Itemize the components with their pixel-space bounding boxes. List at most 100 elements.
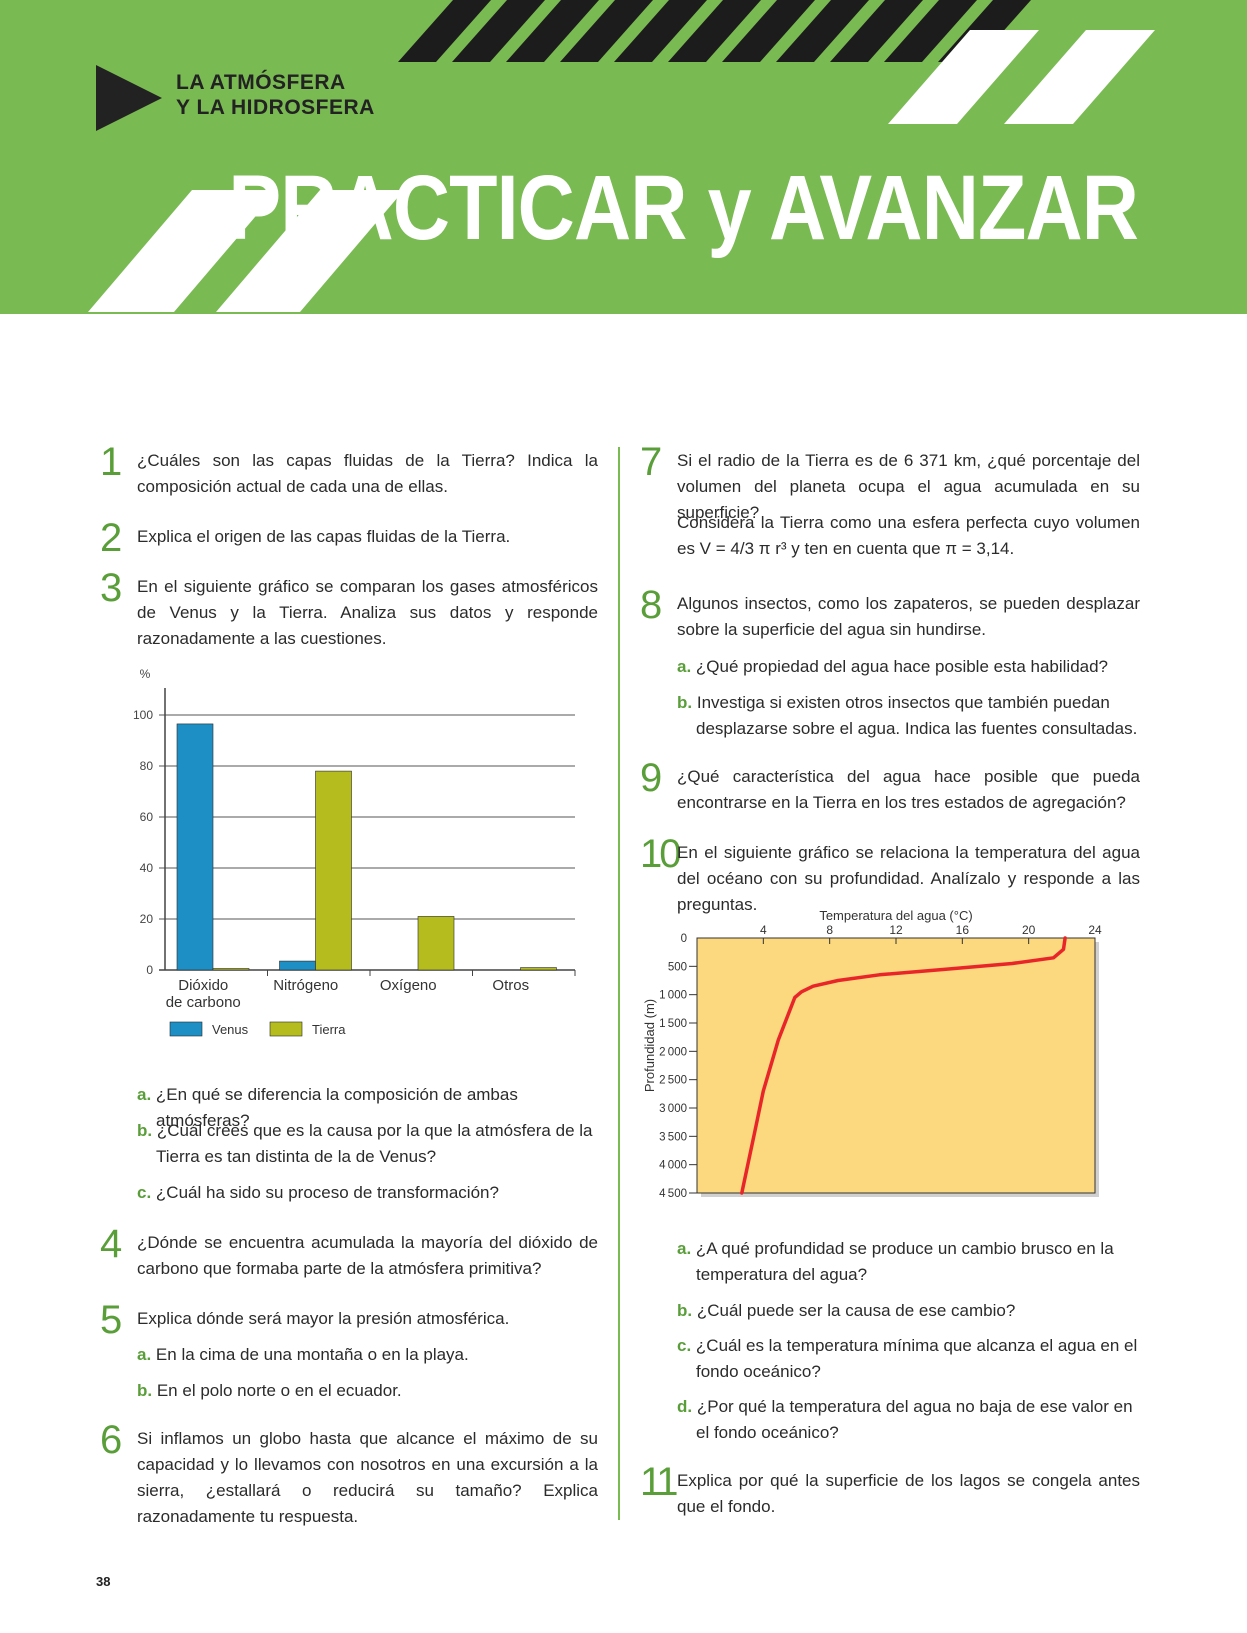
y-tick-label: 2 000 bbox=[659, 1046, 687, 1058]
question-text: Explica el origen de las capas fluidas d… bbox=[137, 527, 511, 546]
question-10b: b. ¿Cuál puede ser la causa de ese cambi… bbox=[677, 1298, 1140, 1324]
y-tick-label: 4 500 bbox=[659, 1188, 687, 1200]
x-tick-label: 4 bbox=[760, 923, 767, 937]
x-tick-label: Otros bbox=[492, 977, 529, 994]
question-number: 2 bbox=[100, 516, 123, 560]
question-number: 5 bbox=[100, 1298, 123, 1342]
y-tick-label: 20 bbox=[140, 912, 154, 926]
question-number: 11 bbox=[640, 1460, 679, 1504]
question-8b: b. Investiga si existen otros insectos q… bbox=[677, 690, 1140, 742]
sub-letter: c. bbox=[677, 1336, 692, 1355]
dark-stripe bbox=[884, 0, 977, 62]
temperature-curve bbox=[740, 936, 1067, 1195]
y-tick-label: 1 000 bbox=[659, 990, 687, 1002]
sub-letter: a. bbox=[137, 1345, 152, 1364]
question-5b: b. En el polo norte o en el ecuador. bbox=[137, 1378, 598, 1404]
dark-stripe bbox=[614, 0, 707, 62]
x-tick-label: Oxígeno bbox=[380, 977, 437, 994]
sub-text: ¿Cuál crees que es la causa por la que l… bbox=[156, 1121, 593, 1166]
header-banner: LA ATMÓSFERA Y LA HIDROSFERA PRACTICAR y… bbox=[0, 0, 1247, 314]
sub-letter: b. bbox=[677, 693, 693, 712]
sub-text: En la cima de una montaña o en la playa. bbox=[155, 1345, 469, 1364]
question-number: 3 bbox=[100, 566, 123, 610]
sub-letter: d. bbox=[677, 1397, 693, 1416]
question-3a: a. ¿En qué se diferencia la composición … bbox=[137, 1082, 598, 1134]
y-tick-label: 0 bbox=[146, 963, 153, 977]
legend-swatch-tierra bbox=[269, 1021, 303, 1037]
question-10c: c. ¿Cuál es la temperatura mínima que al… bbox=[677, 1333, 1140, 1385]
y-tick-label: 500 bbox=[668, 961, 687, 973]
x-tick-label: 8 bbox=[826, 923, 833, 937]
sub-letter: a. bbox=[677, 1239, 692, 1258]
y-tick-label: 100 bbox=[133, 708, 153, 722]
dark-stripe bbox=[668, 0, 761, 62]
question-text: Algunos insectos, como los zapateros, se… bbox=[677, 594, 1140, 639]
sub-letter: b. bbox=[137, 1121, 153, 1140]
y-tick-label: 60 bbox=[140, 810, 154, 824]
sub-letter: a. bbox=[137, 1085, 152, 1104]
column-divider bbox=[618, 447, 620, 1520]
question-text: ¿Dónde se encuentra acumulada la mayoría… bbox=[137, 1233, 598, 1278]
y-tick-label: 1 500 bbox=[659, 1018, 687, 1030]
sub-text: Investiga si existen otros insectos que … bbox=[696, 693, 1138, 738]
bar-tierra bbox=[315, 770, 352, 971]
legend-label-tierra: Tierra bbox=[312, 1022, 346, 1037]
question-3b: b. ¿Cuál crees que es la causa por la qu… bbox=[137, 1118, 598, 1170]
x-axis-label: Temperatura del agua (°C) bbox=[819, 908, 972, 923]
play-triangle-icon bbox=[96, 65, 162, 131]
page-title: PRACTICAR y AVANZAR bbox=[228, 157, 1139, 259]
sub-text: En el polo norte o en el ecuador. bbox=[156, 1381, 402, 1400]
legend-label-venus: Venus bbox=[212, 1022, 249, 1037]
x-tick-label: 20 bbox=[1022, 923, 1036, 937]
question-number: 8 bbox=[640, 583, 663, 627]
bar-tierra bbox=[417, 916, 455, 971]
question-10a: a. ¿A qué profundidad se produce un camb… bbox=[677, 1236, 1140, 1288]
sub-text: ¿Qué propiedad del agua hace posible est… bbox=[695, 657, 1109, 676]
section-line-1: LA ATMÓSFERA bbox=[176, 71, 346, 94]
question-text: Si el radio de la Tierra es de 6 371 km,… bbox=[677, 451, 1140, 522]
sub-text: ¿Por qué la temperatura del agua no baja… bbox=[696, 1397, 1133, 1442]
question-number: 7 bbox=[640, 440, 663, 484]
sub-text: ¿A qué profundidad se produce un cambio … bbox=[695, 1239, 1114, 1284]
sub-letter: c. bbox=[137, 1183, 152, 1202]
question-3c: c. ¿Cuál ha sido su proceso de transform… bbox=[137, 1180, 598, 1206]
page-number: 38 bbox=[96, 1574, 111, 1589]
sub-text: ¿Cuál puede ser la causa de ese cambio? bbox=[696, 1301, 1016, 1320]
dark-stripe bbox=[776, 0, 869, 62]
question-10d: d. ¿Por qué la temperatura del agua no b… bbox=[677, 1394, 1140, 1446]
bar-tierra bbox=[212, 968, 250, 971]
question-number: 1 bbox=[100, 440, 123, 484]
y-tick-label: 3 000 bbox=[659, 1103, 687, 1115]
sub-letter: b. bbox=[677, 1301, 693, 1320]
y-axis-label: % bbox=[140, 667, 151, 681]
question-number: 10 bbox=[640, 832, 682, 876]
sub-letter: a. bbox=[677, 657, 692, 676]
question-text: Explica por qué la superficie de los lag… bbox=[677, 1471, 1140, 1516]
question-text: En el siguiente gráfico se relaciona la … bbox=[677, 843, 1140, 914]
x-tick-label: 16 bbox=[956, 923, 970, 937]
question-text: ¿Cuáles son las capas fluidas de la Tier… bbox=[137, 451, 598, 496]
x-tick-label: Nitrógeno bbox=[273, 977, 338, 994]
question-text: Explica dónde será mayor la presión atmo… bbox=[137, 1309, 510, 1328]
y-axis-label: Profundidad (m) bbox=[642, 999, 657, 1092]
dark-stripe bbox=[560, 0, 653, 62]
white-stripe bbox=[216, 190, 404, 312]
section-line-2: Y LA HIDROSFERA bbox=[176, 96, 375, 119]
white-stripe bbox=[1004, 30, 1155, 124]
bar-venus bbox=[176, 723, 214, 971]
sub-text: ¿En qué se diferencia la composición de … bbox=[155, 1085, 518, 1130]
plot-area bbox=[696, 937, 1096, 1194]
question-text: ¿Qué característica del agua hace posibl… bbox=[677, 767, 1140, 812]
question-8a: a. ¿Qué propiedad del agua hace posible … bbox=[677, 654, 1140, 680]
question-text: En el siguiente gráfico se comparan los … bbox=[137, 577, 598, 648]
y-tick-label: 40 bbox=[140, 861, 154, 875]
question-text: Si inflamos un globo hasta que alcance e… bbox=[137, 1429, 598, 1526]
sub-text: ¿Cuál es la temperatura mínima que alcan… bbox=[695, 1336, 1138, 1381]
dark-stripe bbox=[452, 0, 545, 62]
question-number: 4 bbox=[100, 1222, 123, 1266]
dark-stripe bbox=[398, 0, 491, 62]
bar-tierra bbox=[520, 967, 557, 971]
temperature-depth-chart: Temperatura del agua (°C) 4 8 12 16 20 24 0 500 1… bbox=[642, 908, 1102, 1200]
question-7-formula: Considera la Tierra como una esfera perf… bbox=[677, 513, 1140, 558]
